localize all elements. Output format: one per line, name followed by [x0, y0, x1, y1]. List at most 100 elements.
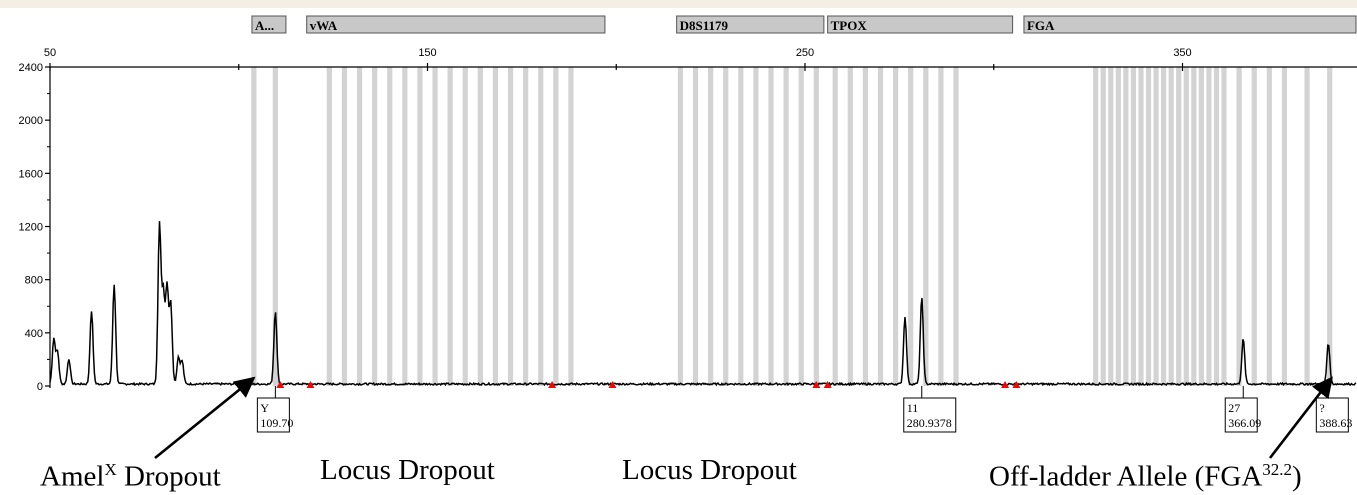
- x-tick-label-1: 150: [418, 47, 436, 59]
- locus-box-4: [1023, 15, 1357, 34]
- bin-23: [738, 67, 744, 386]
- locus-name-0: A...: [255, 18, 274, 33]
- y-tick-label-6: 2400: [19, 62, 43, 74]
- bin-6: [387, 67, 393, 386]
- bin-58: [1266, 67, 1272, 386]
- allele-bins: [251, 67, 1333, 386]
- bin-12: [477, 67, 483, 386]
- bin-25: [768, 67, 774, 386]
- bin-22: [723, 67, 729, 386]
- bin-40: [1108, 67, 1114, 386]
- bin-14: [507, 67, 514, 386]
- bin-13: [492, 67, 499, 386]
- allele-label-box-0: [256, 397, 290, 433]
- bin-51: [1191, 67, 1197, 386]
- locus-box-3: [827, 15, 1014, 34]
- trace: [49, 221, 1357, 387]
- bin-45: [1145, 67, 1152, 386]
- bin-16: [538, 67, 544, 386]
- bin-21: [708, 67, 714, 386]
- bin-44: [1138, 67, 1144, 386]
- locus-box-1: [306, 15, 606, 34]
- bin-56: [1236, 67, 1242, 386]
- bin-30: [847, 67, 853, 386]
- annotation-arrow-3: [1268, 376, 1333, 459]
- bin-61: [1327, 67, 1333, 386]
- red-marker-4: [812, 381, 821, 388]
- bin-60: [1304, 67, 1310, 386]
- bin-59: [1281, 67, 1288, 386]
- bin-18: [568, 67, 574, 386]
- red-marker-7: [1012, 381, 1021, 388]
- bin-36: [938, 67, 944, 386]
- locus-name-3: TPOX: [831, 18, 868, 33]
- bin-50: [1183, 67, 1189, 386]
- bin-32: [877, 67, 884, 386]
- allele-label-size-3: 388.63: [1319, 416, 1352, 430]
- bin-35: [923, 67, 929, 386]
- bin-7: [402, 67, 408, 386]
- annotation-locus-dropout-vwa: Locus Dropout: [320, 454, 495, 486]
- x-tick-label-2: 250: [796, 47, 814, 59]
- x-tick-label-0: 50: [44, 47, 56, 59]
- bin-41: [1115, 67, 1121, 386]
- bin-49: [1176, 67, 1182, 386]
- locus-headers: A... vWA D8S1179 TPOX FGA: [251, 15, 1357, 34]
- locus-name-4: FGA: [1027, 18, 1055, 33]
- y-tick-label-3: 1200: [19, 222, 43, 234]
- allele-label-name-0: Y: [260, 401, 269, 415]
- red-markers: [276, 381, 1021, 388]
- bin-43: [1130, 67, 1137, 386]
- bin-55: [1221, 67, 1227, 386]
- bin-48: [1168, 67, 1174, 386]
- y-tick-label-0: 0: [37, 381, 43, 393]
- allele-label-name-1: 11: [907, 401, 919, 415]
- locus-name-2: D8S1179: [680, 18, 729, 33]
- bin-38: [1093, 67, 1099, 386]
- bin-52: [1198, 67, 1204, 386]
- bin-4: [356, 67, 363, 386]
- bin-15: [523, 67, 529, 386]
- locus-box-0: [251, 15, 287, 34]
- annotation-off-ladder-allele: Off-ladder Allele (FGA32.2): [989, 460, 1302, 493]
- bin-28: [813, 67, 819, 386]
- bin-2: [326, 67, 332, 386]
- locus-name-1: vWA: [310, 18, 338, 33]
- red-marker-2: [548, 381, 557, 388]
- bin-3: [341, 67, 348, 386]
- y-tick-label-1: 400: [25, 328, 43, 340]
- bin-8: [417, 67, 423, 386]
- bin-53: [1206, 67, 1212, 386]
- bin-5: [372, 67, 378, 386]
- bin-31: [862, 67, 868, 386]
- y-tick-label-5: 2000: [19, 115, 43, 127]
- allele-label-size-1: 280.9378: [907, 416, 952, 430]
- axes: 50 150 250 350 0 400 800 1200 1600 2000 2400: [19, 47, 1357, 393]
- allele-label-size-0: 109.70: [260, 416, 293, 430]
- bin-24: [753, 67, 759, 386]
- top-strip: [0, 0, 1357, 8]
- bin-26: [783, 67, 789, 386]
- bin-10: [447, 67, 453, 386]
- red-marker-5: [823, 381, 832, 388]
- red-marker-1: [306, 381, 315, 388]
- bin-0: [251, 67, 257, 386]
- bin-11: [462, 67, 468, 386]
- allele-label-size-2: 366.09: [1228, 416, 1261, 430]
- bin-27: [798, 67, 804, 386]
- annotation-amel-dropout: AmelX Dropout: [40, 460, 221, 493]
- bin-1: [272, 67, 278, 386]
- bin-46: [1153, 67, 1159, 386]
- annotation-locus-dropout-d8: Locus Dropout: [622, 454, 797, 486]
- annotation-arrows: [154, 376, 1333, 460]
- bin-29: [832, 67, 838, 386]
- bin-17: [553, 67, 559, 386]
- allele-label-name-2: 27: [1228, 401, 1240, 415]
- bin-47: [1161, 67, 1167, 386]
- bin-34: [908, 67, 914, 386]
- locus-box-2: [676, 15, 825, 34]
- allele-label-name-3: ?: [1319, 401, 1324, 415]
- bin-9: [432, 67, 438, 386]
- bin-33: [893, 67, 899, 386]
- y-tick-label-2: 800: [25, 275, 43, 287]
